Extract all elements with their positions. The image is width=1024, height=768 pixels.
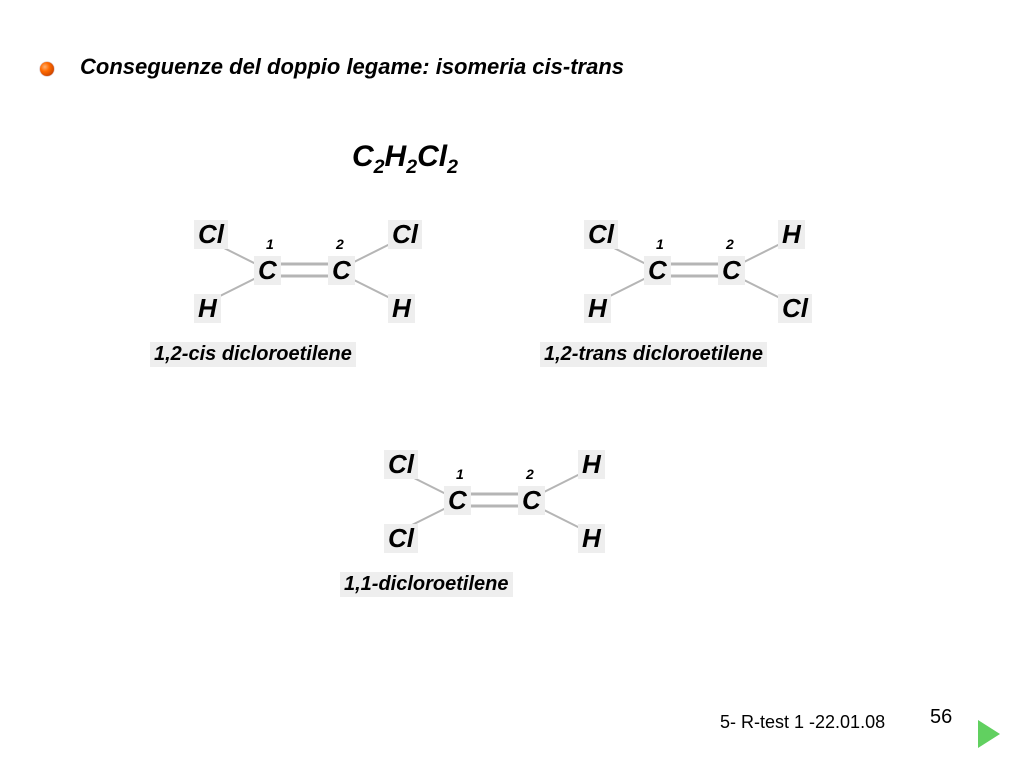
sub-c2-down: Cl — [778, 294, 812, 323]
footer-text: 5- R-test 1 -22.01.08 — [720, 712, 885, 733]
isomer-cis: C C 1 2 Cl H Cl H 1,2-cis dicloroetilene — [140, 220, 460, 400]
carbon-number-2: 2 — [336, 236, 344, 252]
sub-c1-down: H — [584, 294, 611, 323]
next-slide-arrow-icon[interactable] — [978, 720, 1000, 748]
atom-c2: C — [718, 256, 745, 285]
isomer-caption: 1,2-cis dicloroetilene — [150, 342, 356, 367]
sub-c1-down: Cl — [384, 524, 418, 553]
slide-title: Conseguenze del doppio legame: isomeria … — [80, 54, 624, 80]
sub-c2-up: H — [778, 220, 805, 249]
molecular-formula: C2H2Cl2 — [352, 140, 458, 179]
sub-c2-down: H — [578, 524, 605, 553]
isomer-trans: C C 1 2 Cl H H Cl 1,2-trans dicloroetile… — [530, 220, 850, 400]
carbon-number-2: 2 — [526, 466, 534, 482]
sub-c2-down: H — [388, 294, 415, 323]
carbon-number-1: 1 — [266, 236, 274, 252]
sub-c1-up: Cl — [384, 450, 418, 479]
atom-c1: C — [444, 486, 471, 515]
carbon-number-1: 1 — [456, 466, 464, 482]
page-number: 56 — [930, 706, 952, 729]
isomer-caption: 1,2-trans dicloroetilene — [540, 342, 767, 367]
carbon-number-2: 2 — [726, 236, 734, 252]
sub-c2-up: H — [578, 450, 605, 479]
sub-c1-down: H — [194, 294, 221, 323]
carbon-number-1: 1 — [656, 236, 664, 252]
sub-c2-up: Cl — [388, 220, 422, 249]
atom-c2: C — [518, 486, 545, 515]
atom-c1: C — [254, 256, 281, 285]
atom-c2: C — [328, 256, 355, 285]
atom-c1: C — [644, 256, 671, 285]
sub-c1-up: Cl — [194, 220, 228, 249]
sub-c1-up: Cl — [584, 220, 618, 249]
slide-bullet — [40, 62, 54, 76]
isomer-caption: 1,1-dicloroetilene — [340, 572, 513, 597]
isomer-1-1: C C 1 2 Cl Cl H H 1,1-dicloroetilene — [330, 450, 650, 650]
